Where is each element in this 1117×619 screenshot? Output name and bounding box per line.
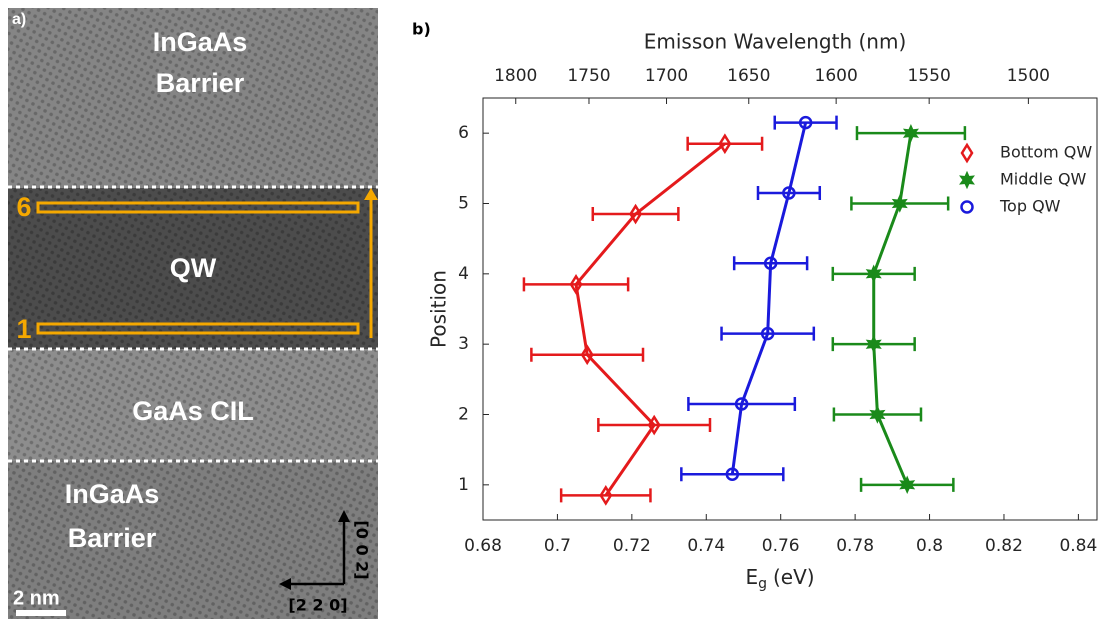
- region-label: Barrier: [156, 68, 245, 98]
- x-tick-label: 0.7: [544, 536, 571, 556]
- y-tick-label: 3: [458, 334, 469, 354]
- region-label: InGaAs: [153, 27, 248, 57]
- y-tick-label: 6: [458, 123, 469, 143]
- y-tick-label: 5: [458, 194, 469, 214]
- x-tick-label: 0.84: [1059, 536, 1097, 556]
- x2-tick-label: 1600: [815, 66, 858, 86]
- y-tick-label: 1: [458, 475, 469, 495]
- direction-label: [2 2 0]: [288, 596, 347, 615]
- error-bar: [756, 185, 822, 200]
- error-bar: [773, 115, 838, 130]
- marker: [865, 334, 882, 354]
- x-tick-label: 0.72: [613, 536, 651, 556]
- marker: [891, 194, 908, 213]
- error-bar: [530, 347, 645, 362]
- error-bar: [559, 488, 652, 503]
- error-bar: [597, 418, 712, 433]
- x-axis-label-part: E: [745, 565, 758, 589]
- region-label: QW: [170, 253, 217, 283]
- marker: [569, 274, 583, 295]
- region-label: InGaAs: [65, 479, 160, 509]
- marker: [869, 405, 886, 424]
- x2-tick-label: 1500: [1007, 66, 1050, 86]
- error-bar: [680, 467, 785, 482]
- error-bar: [720, 326, 816, 341]
- y-tick-label: 4: [458, 264, 469, 284]
- error-bar: [591, 207, 680, 222]
- marker: [902, 123, 920, 143]
- x-tick-label: 0.8: [916, 536, 943, 556]
- legend-marker: [960, 142, 974, 164]
- plot-area: [482, 97, 1098, 521]
- legend-label: Bottom QW: [1000, 143, 1092, 162]
- marker: [734, 397, 749, 411]
- legend-label: Middle QW: [1000, 170, 1087, 189]
- x-axis-label-part: (eV): [773, 565, 815, 589]
- legend-marker: [959, 170, 975, 190]
- x2-axis-label: Emisson Wavelength (nm): [644, 30, 907, 54]
- x2-tick-label: 1550: [908, 66, 951, 86]
- marker: [599, 485, 613, 506]
- x-axis-label-part: g: [758, 576, 767, 592]
- marker: [899, 475, 916, 495]
- marker: [798, 115, 813, 130]
- marker-label: 1: [16, 314, 31, 344]
- x2-tick-label: 1650: [727, 66, 770, 86]
- series-line: [730, 122, 808, 475]
- marker-label: 6: [16, 192, 31, 222]
- marker: [760, 326, 775, 341]
- x-tick-label: 0.68: [464, 536, 502, 556]
- series-line: [574, 142, 726, 497]
- marker: [865, 264, 882, 284]
- panel-label: a): [12, 11, 26, 28]
- scale-bar-label: 2 nm: [13, 587, 60, 609]
- x-tick-label: 0.82: [985, 536, 1023, 556]
- marker: [580, 344, 594, 366]
- direction-label: [0 0 2]: [353, 520, 372, 579]
- x-tick-label: 0.76: [762, 536, 800, 556]
- panel-label: b): [412, 20, 431, 39]
- y-axis-label: Position: [427, 270, 451, 348]
- legend-marker: [960, 200, 974, 214]
- marker: [763, 256, 778, 271]
- marker: [647, 414, 661, 436]
- y-tick-label: 2: [458, 405, 469, 425]
- x2-tick-label: 1700: [645, 66, 688, 86]
- marker: [725, 467, 740, 482]
- x-tick-label: 0.74: [687, 536, 725, 556]
- x-axis-label: Eg (eV): [745, 565, 814, 593]
- error-bar: [732, 256, 809, 271]
- x2-tick-label: 1750: [567, 66, 610, 86]
- x-tick-label: 0.78: [836, 536, 874, 556]
- marker: [782, 186, 796, 200]
- legend-label: Top QW: [999, 197, 1061, 216]
- region-label: GaAs CIL: [132, 396, 254, 426]
- error-bar: [687, 396, 797, 411]
- tem-image: [8, 8, 378, 619]
- marker: [718, 133, 732, 155]
- error-bar: [522, 277, 630, 292]
- region-label: Barrier: [68, 523, 157, 553]
- marker: [629, 203, 643, 225]
- x2-tick-label: 1800: [494, 66, 537, 86]
- series-line: [872, 132, 913, 486]
- error-bar: [686, 136, 764, 151]
